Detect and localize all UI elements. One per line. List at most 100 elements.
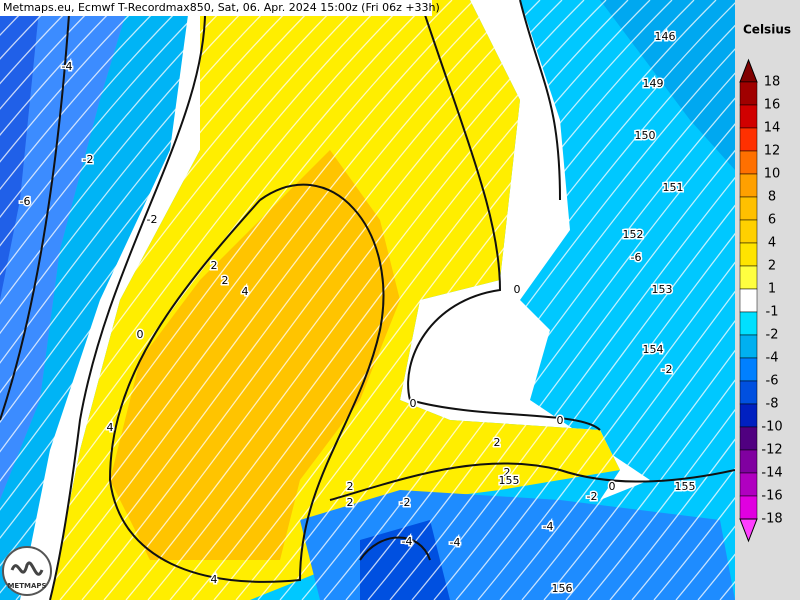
hatch-line: [0, 0, 167, 191]
temperature-label: -4: [543, 520, 554, 533]
hatch-line: [565, 379, 735, 600]
hatch-line: [0, 0, 431, 540]
legend-label: -1: [766, 305, 779, 320]
contour-line: [407, 0, 601, 431]
hatch-line: [587, 408, 735, 600]
hatch-line: [0, 0, 255, 305]
hatch-line: [59, 0, 541, 600]
hatch-line: [0, 0, 79, 85]
hatch-line: [213, 0, 695, 600]
temperature-label: 0: [609, 480, 616, 493]
legend-swatch: [739, 334, 758, 359]
legend-swatch: [739, 380, 758, 405]
hatch-line: [0, 0, 475, 594]
logo-wave: [10, 561, 44, 576]
temperature-label: 0: [410, 397, 417, 410]
hatch-line: [0, 0, 233, 276]
temperature-label: 2: [211, 259, 218, 272]
hatch-line: [257, 2, 735, 600]
hatch-line: [191, 0, 673, 600]
temperature-label: -2: [587, 490, 598, 503]
legend-swatch: [739, 265, 758, 290]
hatch-line: [609, 438, 735, 600]
hatch-line: [477, 261, 735, 600]
legend-label: 6: [768, 213, 776, 228]
map-title: Metmaps.eu, Ecmwf T-Recordmax850, Sat, 0…: [3, 1, 440, 14]
temperature-label: 2: [494, 436, 501, 449]
temperature-label: -6: [20, 195, 31, 208]
legend-label: -2: [766, 328, 779, 343]
contour-line: [519, 0, 561, 201]
height-label: 152: [623, 228, 644, 241]
hatch-line: [389, 149, 735, 600]
hatch-line: [147, 0, 629, 600]
hatch-line: [169, 0, 651, 600]
color-bar: 18 16 14 12 10 8 6 4 2 1 -1 -2 -4 -6 -8 -10 -12 -14 -16 -18: [739, 58, 783, 543]
legend-label: -12: [761, 443, 782, 458]
height-label: 155: [675, 480, 696, 493]
contour-line: [329, 462, 735, 501]
legend-swatch: [739, 196, 758, 221]
hatch-line: [37, 0, 519, 600]
legend-swatch: [739, 242, 758, 267]
legend-swatch: [739, 127, 758, 152]
temperature-label: -2: [400, 496, 411, 509]
temperature-label: 4: [242, 285, 249, 298]
title-background: [0, 0, 432, 16]
legend-swatch: [739, 449, 758, 474]
hatch-line: [433, 204, 735, 600]
legend-label: -10: [761, 420, 782, 435]
height-label: 150: [635, 129, 656, 142]
cold-region: [600, 0, 735, 170]
logo-text: METMAPS: [7, 582, 46, 590]
height-label: 146: [655, 30, 676, 43]
legend-arrow: [739, 518, 758, 543]
height-label: 153: [652, 283, 673, 296]
legend-unit: Celsius: [743, 23, 791, 37]
height-label: 149: [643, 77, 664, 90]
hatch-line: [0, 0, 145, 163]
legend-label: 16: [764, 98, 781, 113]
temperature-label: 0: [514, 283, 521, 296]
hatch-line: [0, 0, 409, 511]
hatch-line: [15, 0, 497, 600]
contour-line: [0, 0, 71, 421]
legend-label: -16: [761, 489, 782, 504]
legend-swatch: [739, 426, 758, 451]
contour-line: [49, 0, 207, 600]
temperature-label: -2: [662, 363, 673, 376]
contour-line: [108, 183, 385, 583]
legend-swatch: [739, 311, 758, 336]
legend-swatch: [739, 403, 758, 428]
hatch-line: [0, 0, 299, 364]
hatch-line: [301, 48, 735, 600]
legend-label: 2: [768, 259, 776, 274]
hatch-line: [103, 0, 585, 600]
logo-badge: [2, 546, 52, 596]
contour-line: [359, 536, 431, 561]
temperature-label: -4: [402, 535, 413, 548]
height-label: 154: [643, 343, 664, 356]
temperature-label: -6: [631, 251, 642, 264]
cold-region: [0, 0, 130, 500]
temperature-label: -4: [450, 536, 461, 549]
hatch-line: [323, 72, 735, 600]
hatch-line: [345, 97, 735, 600]
legend-label: 12: [764, 144, 781, 159]
hatch-line: [499, 290, 735, 600]
hatch-line: [0, 0, 123, 136]
hatch-line: [0, 0, 343, 424]
legend-swatch: [739, 495, 758, 520]
legend-label: -4: [766, 351, 779, 366]
hatch-line: [279, 24, 735, 600]
legend-swatch: [739, 81, 758, 106]
hatch-line: [0, 0, 321, 394]
legend-label: 14: [764, 121, 781, 136]
legend-label: -18: [761, 512, 782, 527]
legend-swatch: [739, 357, 758, 382]
legend-label: -8: [766, 397, 779, 412]
hatch-line: [0, 0, 387, 482]
legend-label: 1: [768, 282, 776, 297]
